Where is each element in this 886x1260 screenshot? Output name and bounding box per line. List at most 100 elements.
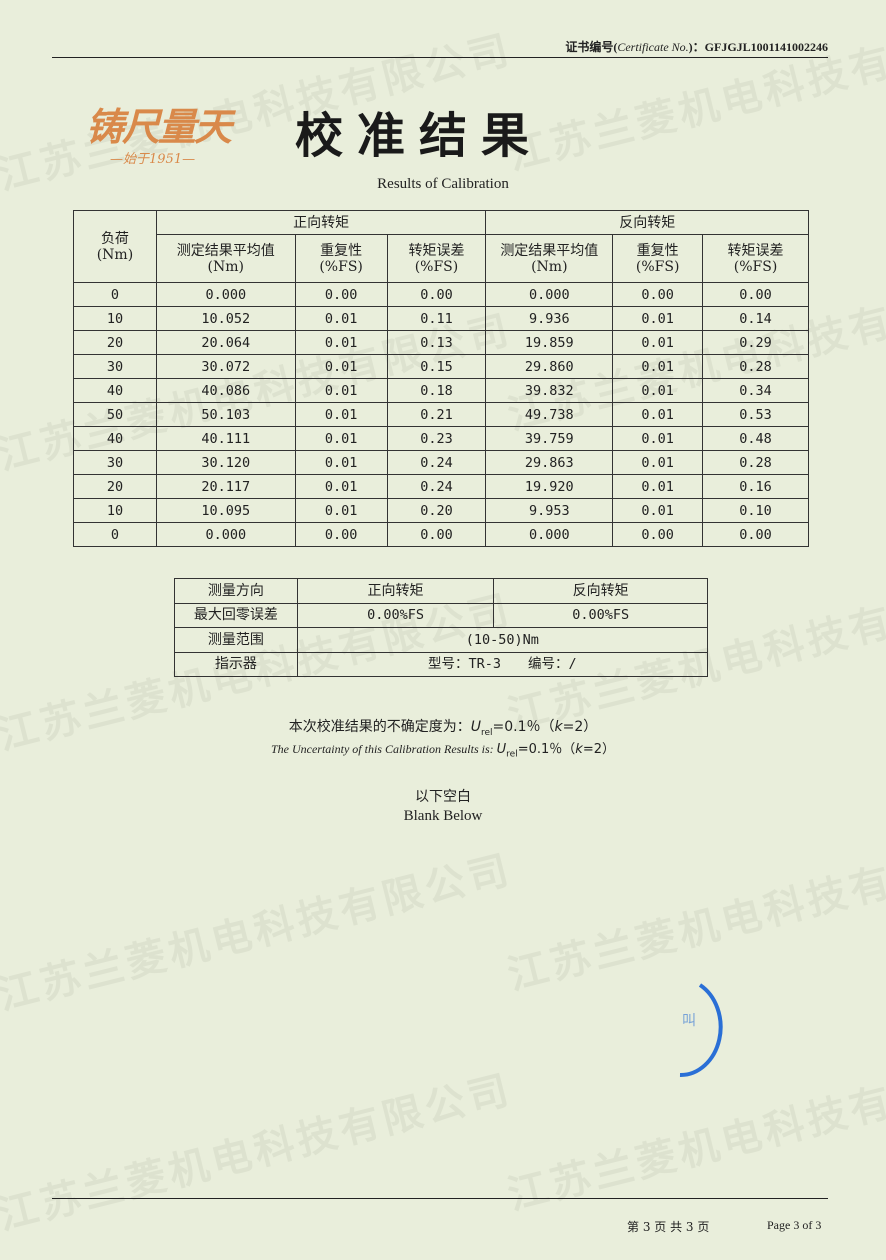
table-row: 20 20.117 0.01 0.24 19.920 0.01 0.16 (73, 474, 809, 499)
cell-fwd-mean: 10.052 (155, 306, 296, 331)
cell-fwd-rep: 0.01 (294, 330, 388, 355)
page-number-en: Page 3 of 3 (767, 1218, 822, 1232)
cell-rev-rep: 0.01 (612, 474, 704, 499)
cell-fwd-mean: 50.103 (155, 402, 296, 427)
cell-rev-err: 0.28 (702, 450, 809, 475)
logo-since: —始于1951— (110, 152, 196, 167)
indicator-label: 指示器 (174, 651, 298, 677)
cell-rev-rep: 0.00 (612, 522, 704, 547)
col-err: 转矩误差 (%FS) (386, 234, 487, 283)
cell-rev-mean: 29.863 (485, 450, 614, 475)
cell-rev-err: 0.00 (702, 522, 809, 547)
reverse-header: 反向转矩 (485, 210, 809, 235)
stamp-seal: 叫 (679, 983, 723, 1078)
summary-table: 测量方向 正向转矩 反向转矩 最大回零误差 0.00%FS 0.00%FS 测量范围 (1… (174, 578, 709, 677)
cell-fwd-mean: 40.086 (155, 378, 296, 403)
cell-fwd-err: 0.21 (386, 402, 487, 427)
range-value: (10-50)Nm (296, 627, 709, 653)
cell-fwd-rep: 0.01 (294, 474, 388, 499)
cell-rev-mean: 39.832 (485, 378, 614, 403)
cell-load: 30 (73, 354, 157, 379)
cell-fwd-rep: 0.01 (294, 426, 388, 451)
cell-rev-mean: 19.920 (485, 474, 614, 499)
cell-rev-mean: 49.738 (485, 402, 614, 427)
cell-fwd-err: 0.00 (386, 282, 487, 307)
cell-fwd-err: 0.13 (386, 330, 487, 355)
zero-error-forward: 0.00%FS (296, 602, 495, 628)
forward-header: 正向转矩 (155, 210, 487, 235)
cell-rev-rep: 0.01 (612, 378, 704, 403)
cell-fwd-err: 0.20 (386, 498, 487, 523)
uncertainty-cn: 本次校准结果的不确定度为：Urel=0.1％（k=2） (288, 719, 598, 738)
cell-fwd-err: 0.23 (386, 426, 487, 451)
footer-rule (52, 1198, 828, 1199)
cell-rev-rep: 0.01 (612, 498, 704, 523)
blank-below-cn: 以下空白 (415, 789, 471, 805)
cell-rev-mean: 0.000 (485, 522, 614, 547)
cell-fwd-rep: 0.01 (294, 450, 388, 475)
cell-rev-rep: 0.01 (612, 306, 704, 331)
cell-load: 20 (73, 330, 157, 355)
cell-load: 10 (73, 498, 157, 523)
forward-label: 正向转矩 (296, 578, 495, 604)
watermark: 江苏兰菱机电科技有限公司 (503, 826, 886, 1000)
cell-rev-rep: 0.01 (612, 402, 704, 427)
cell-load: 0 (73, 522, 157, 547)
range-label: 测量范围 (174, 627, 298, 653)
cell-fwd-rep: 0.00 (294, 522, 388, 547)
svg-text:叫: 叫 (682, 1013, 696, 1029)
cell-fwd-mean: 40.111 (155, 426, 296, 451)
cell-fwd-err: 0.00 (386, 522, 487, 547)
table-row: 30 30.120 0.01 0.24 29.863 0.01 0.28 (73, 450, 809, 475)
cell-fwd-rep: 0.01 (294, 306, 388, 331)
cell-fwd-mean: 20.064 (155, 330, 296, 355)
col-mean: 测定结果平均值 (Nm) (485, 234, 614, 283)
header-rule (52, 57, 828, 58)
page-number-cn: 第 3 页 共 3 页 (627, 1220, 710, 1234)
cell-rev-err: 0.34 (702, 378, 809, 403)
table-row: 20 20.064 0.01 0.13 19.859 0.01 0.29 (73, 330, 809, 355)
cell-fwd-mean: 0.000 (155, 282, 296, 307)
cell-rev-rep: 0.00 (612, 282, 704, 307)
table-row: 0 0.000 0.00 0.00 0.000 0.00 0.00 (73, 282, 809, 307)
table-row: 40 40.086 0.01 0.18 39.832 0.01 0.34 (73, 378, 809, 403)
cell-rev-mean: 19.859 (485, 330, 614, 355)
certificate-number: 证书编号(Certificate No.)：GFJGJL100114100224… (565, 40, 828, 54)
cell-load: 10 (73, 306, 157, 331)
cell-rev-rep: 0.01 (612, 426, 704, 451)
cell-fwd-rep: 0.01 (294, 402, 388, 427)
cell-load: 50 (73, 402, 157, 427)
direction-label: 测量方向 (174, 578, 298, 604)
cell-rev-err: 0.28 (702, 354, 809, 379)
zero-error-label: 最大回零误差 (174, 602, 298, 628)
cell-rev-err: 0.16 (702, 474, 809, 499)
cell-fwd-err: 0.11 (386, 306, 487, 331)
cell-rev-rep: 0.01 (612, 450, 704, 475)
cell-rev-err: 0.14 (702, 306, 809, 331)
table-row: 50 50.103 0.01 0.21 49.738 0.01 0.53 (73, 402, 809, 427)
cell-load: 40 (73, 426, 157, 451)
col-rep: 重复性 (%FS) (612, 234, 704, 283)
cell-rev-mean: 9.936 (485, 306, 614, 331)
col-mean: 测定结果平均值 (Nm) (155, 234, 296, 283)
load-header: 负荷 (Nm) (73, 210, 157, 283)
cell-fwd-err: 0.24 (386, 474, 487, 499)
watermark: 江苏兰菱机电科技有限公司 (0, 846, 517, 1020)
blank-below-en: Blank Below (403, 808, 483, 824)
cell-load: 0 (73, 282, 157, 307)
cell-load: 30 (73, 450, 157, 475)
reverse-label: 反向转矩 (493, 578, 708, 604)
cell-fwd-rep: 0.01 (294, 498, 388, 523)
cell-fwd-mean: 30.072 (155, 354, 296, 379)
page-subtitle: Results of Calibration (377, 176, 509, 192)
cell-fwd-rep: 0.00 (294, 282, 388, 307)
watermark: 江苏兰菱机电科技有限公司 (503, 6, 886, 180)
table-row: 30 30.072 0.01 0.15 29.860 0.01 0.28 (73, 354, 809, 379)
zero-error-reverse: 0.00%FS (493, 602, 708, 628)
uncertainty-en: The Uncertainty of this Calibration Resu… (270, 742, 615, 760)
table-row: 10 10.095 0.01 0.20 9.953 0.01 0.10 (73, 498, 809, 523)
cell-load: 40 (73, 378, 157, 403)
cell-load: 20 (73, 474, 157, 499)
cell-rev-err: 0.00 (702, 282, 809, 307)
cell-rev-err: 0.10 (702, 498, 809, 523)
